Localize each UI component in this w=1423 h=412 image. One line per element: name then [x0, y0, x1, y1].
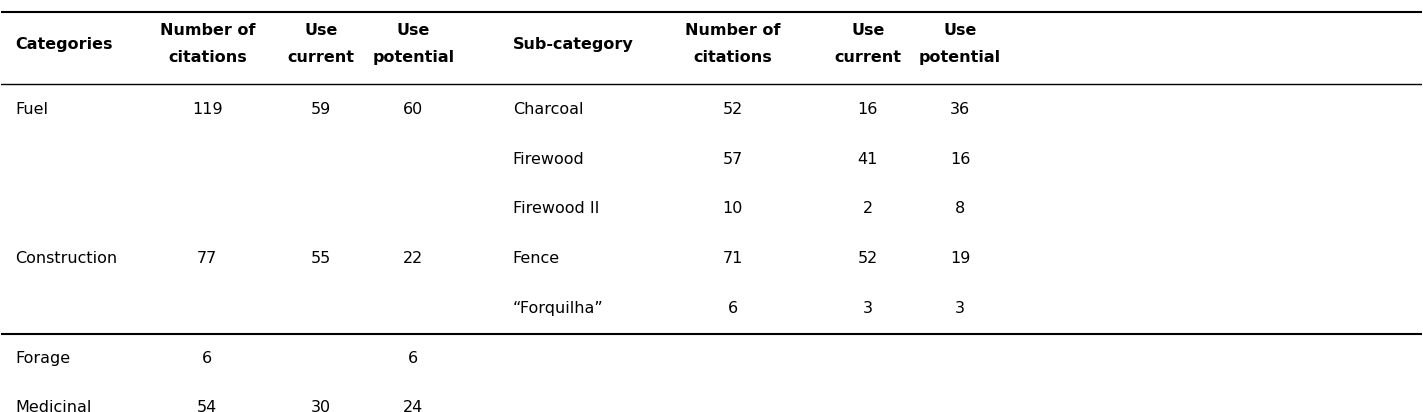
Text: potential: potential [919, 51, 1002, 66]
Text: Number of: Number of [159, 23, 255, 38]
Text: citations: citations [168, 51, 246, 66]
Text: Use: Use [943, 23, 976, 38]
Text: 54: 54 [198, 400, 218, 412]
Text: potential: potential [373, 51, 454, 66]
Text: Sub-category: Sub-category [512, 37, 633, 52]
Text: Use: Use [397, 23, 430, 38]
Text: 57: 57 [723, 152, 743, 167]
Text: current: current [287, 51, 354, 66]
Text: 19: 19 [949, 251, 970, 266]
Text: 2: 2 [862, 201, 872, 216]
Text: Use: Use [851, 23, 885, 38]
Text: 16: 16 [949, 152, 970, 167]
Text: 59: 59 [310, 102, 332, 117]
Text: Construction: Construction [16, 251, 118, 266]
Text: 119: 119 [192, 102, 222, 117]
Text: 3: 3 [862, 301, 872, 316]
Text: Number of: Number of [684, 23, 781, 38]
Text: 55: 55 [310, 251, 332, 266]
Text: Firewood II: Firewood II [512, 201, 599, 216]
Text: 24: 24 [403, 400, 424, 412]
Text: Fence: Fence [512, 251, 559, 266]
Text: 41: 41 [858, 152, 878, 167]
Text: 3: 3 [955, 301, 965, 316]
Text: 30: 30 [310, 400, 332, 412]
Text: Firewood: Firewood [512, 152, 585, 167]
Text: Categories: Categories [16, 37, 112, 52]
Text: 22: 22 [403, 251, 424, 266]
Text: 52: 52 [723, 102, 743, 117]
Text: Charcoal: Charcoal [512, 102, 583, 117]
Text: Fuel: Fuel [16, 102, 48, 117]
Text: Use: Use [305, 23, 337, 38]
Text: 6: 6 [202, 351, 212, 365]
Text: 77: 77 [198, 251, 218, 266]
Text: 16: 16 [858, 102, 878, 117]
Text: 52: 52 [858, 251, 878, 266]
Text: 10: 10 [723, 201, 743, 216]
Text: 60: 60 [403, 102, 424, 117]
Text: 6: 6 [727, 301, 739, 316]
Text: 36: 36 [951, 102, 970, 117]
Text: 71: 71 [723, 251, 743, 266]
Text: 8: 8 [955, 201, 965, 216]
Text: Medicinal: Medicinal [16, 400, 92, 412]
Text: 6: 6 [408, 351, 418, 365]
Text: “Forquilha”: “Forquilha” [512, 301, 603, 316]
Text: citations: citations [693, 51, 773, 66]
Text: current: current [834, 51, 901, 66]
Text: Forage: Forage [16, 351, 71, 365]
